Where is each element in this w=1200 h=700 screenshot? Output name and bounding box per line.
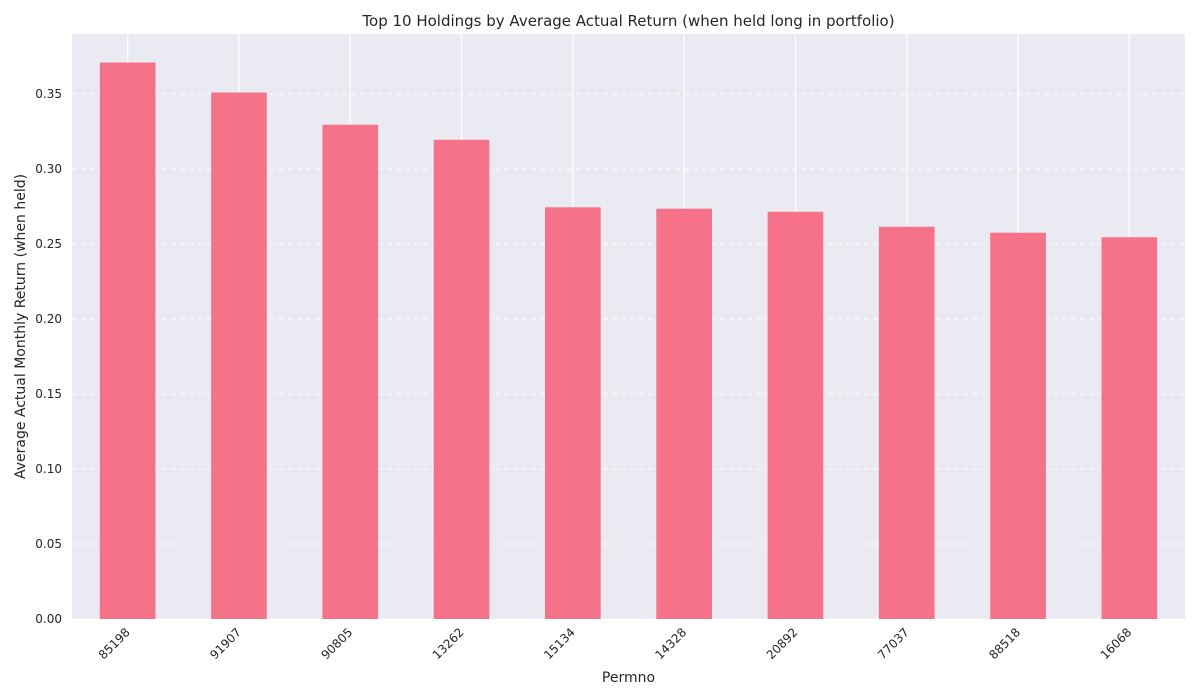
bar-90805 xyxy=(322,124,379,619)
bar-15134 xyxy=(545,207,601,619)
bar-85198 xyxy=(99,62,156,619)
y-tick-label: 0.10 xyxy=(35,462,62,476)
bar-13262 xyxy=(433,139,490,619)
x-tick-label: 85198 xyxy=(96,625,133,662)
y-tick-label: 0.15 xyxy=(35,387,62,401)
bar-91907 xyxy=(211,92,267,619)
bar-77037 xyxy=(878,226,935,619)
bar-20892 xyxy=(767,211,824,619)
x-tick-label: 88518 xyxy=(986,625,1023,662)
y-axis-label: Average Actual Monthly Return (when held… xyxy=(13,174,29,479)
bar-88518 xyxy=(990,232,1046,619)
x-tick-label: 15134 xyxy=(541,625,578,662)
x-tick-label: 20892 xyxy=(764,625,801,662)
bar-16068 xyxy=(1101,237,1158,619)
x-tick-label: 91907 xyxy=(207,625,244,662)
y-tick-label: 0.30 xyxy=(35,162,62,176)
x-axis-label: Permno xyxy=(602,670,655,686)
chart-title: Top 10 Holdings by Average Actual Return… xyxy=(361,12,894,30)
x-tick-label: 90805 xyxy=(318,625,355,662)
x-tick-label: 14328 xyxy=(652,625,689,662)
x-tick-label: 77037 xyxy=(875,625,912,662)
bar-14328 xyxy=(656,208,712,619)
y-tick-label: 0.00 xyxy=(35,612,62,626)
x-axis-ticks: 85198 91907 90805 13262 15134 14328 20892 77037… xyxy=(96,625,1135,662)
x-tick-label: 16068 xyxy=(1098,625,1135,662)
y-axis-ticks: 0.00 0.05 0.10 0.15 0.20 0.25 0.30 0.35 xyxy=(35,87,62,626)
y-tick-label: 0.05 xyxy=(35,537,62,551)
y-tick-label: 0.35 xyxy=(35,87,62,101)
y-tick-label: 0.20 xyxy=(35,312,62,326)
x-tick-label: 13262 xyxy=(430,625,467,662)
bars xyxy=(99,62,1158,619)
y-tick-label: 0.25 xyxy=(35,237,62,251)
